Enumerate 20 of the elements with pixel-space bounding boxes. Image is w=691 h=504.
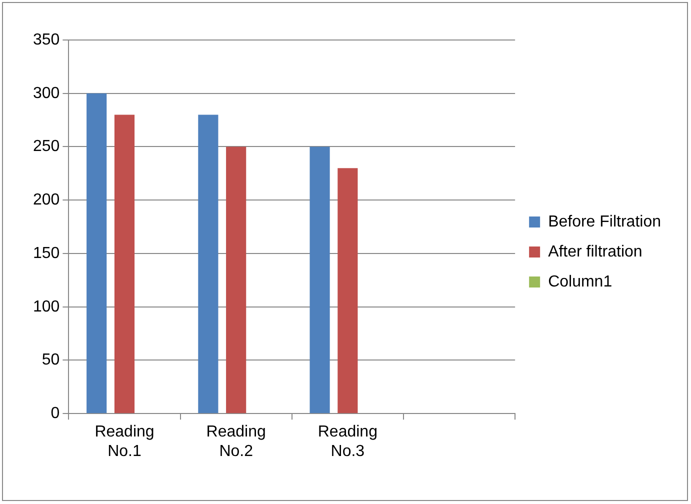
y-tick-label: 250 [32, 138, 60, 156]
x-tick-label: Reading No.1 [94, 424, 154, 460]
y-tick-label: 150 [32, 244, 60, 262]
bar [198, 114, 218, 414]
x-tick-label: Reading No.2 [206, 424, 266, 460]
y-tick-label: 350 [32, 31, 60, 48]
bar [114, 114, 135, 414]
legend-label: Column1 [548, 273, 612, 290]
y-tick-label: 200 [32, 192, 60, 209]
legend-label: After filtration [548, 243, 642, 260]
y-tick-label: 100 [32, 298, 60, 316]
bar [338, 168, 358, 414]
y-tick-label: 50 [42, 352, 60, 369]
bar [310, 146, 330, 414]
y-tick-label: 0 [50, 405, 60, 422]
bar [86, 93, 107, 414]
bar [226, 146, 246, 414]
x-tick-label: Reading No.3 [318, 424, 378, 460]
legend-label: Before Filtration [548, 213, 661, 230]
y-tick-label: 300 [32, 84, 60, 102]
